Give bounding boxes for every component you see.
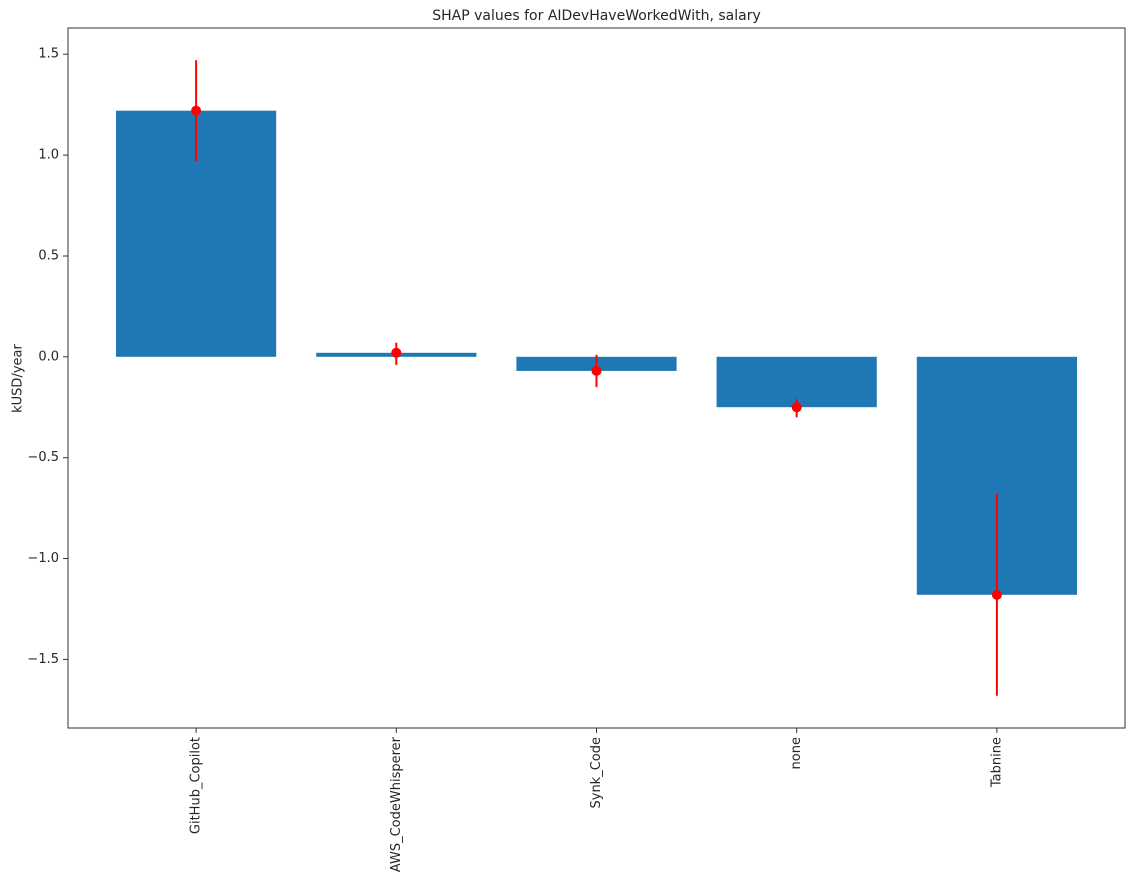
x-tick-label-none: none bbox=[789, 737, 804, 769]
y-tick-label: 0.5 bbox=[38, 249, 59, 264]
point-Tabnine bbox=[991, 589, 1002, 600]
point-none bbox=[791, 402, 802, 413]
x-tick-label-AWS_CodeWhisperer: AWS_CodeWhisperer bbox=[389, 736, 404, 872]
bar-none bbox=[716, 356, 877, 408]
y-tick-label: 1.5 bbox=[38, 47, 59, 62]
y-tick-label: 0.0 bbox=[38, 349, 59, 364]
point-AWS_CodeWhisperer bbox=[391, 347, 402, 358]
y-tick-label: −1.5 bbox=[27, 652, 59, 667]
x-tick-label-Synk_Code: Synk_Code bbox=[589, 737, 604, 809]
x-tick-label-GitHub_Copilot: GitHub_Copilot bbox=[189, 737, 204, 834]
point-Synk_Code bbox=[591, 365, 602, 376]
y-tick-label: −1.0 bbox=[27, 551, 59, 566]
y-tick-label: 1.0 bbox=[38, 148, 59, 163]
y-tick-label: −0.5 bbox=[27, 450, 59, 465]
x-tick-label-Tabnine: Tabnine bbox=[989, 737, 1004, 788]
point-GitHub_Copilot bbox=[191, 105, 202, 116]
